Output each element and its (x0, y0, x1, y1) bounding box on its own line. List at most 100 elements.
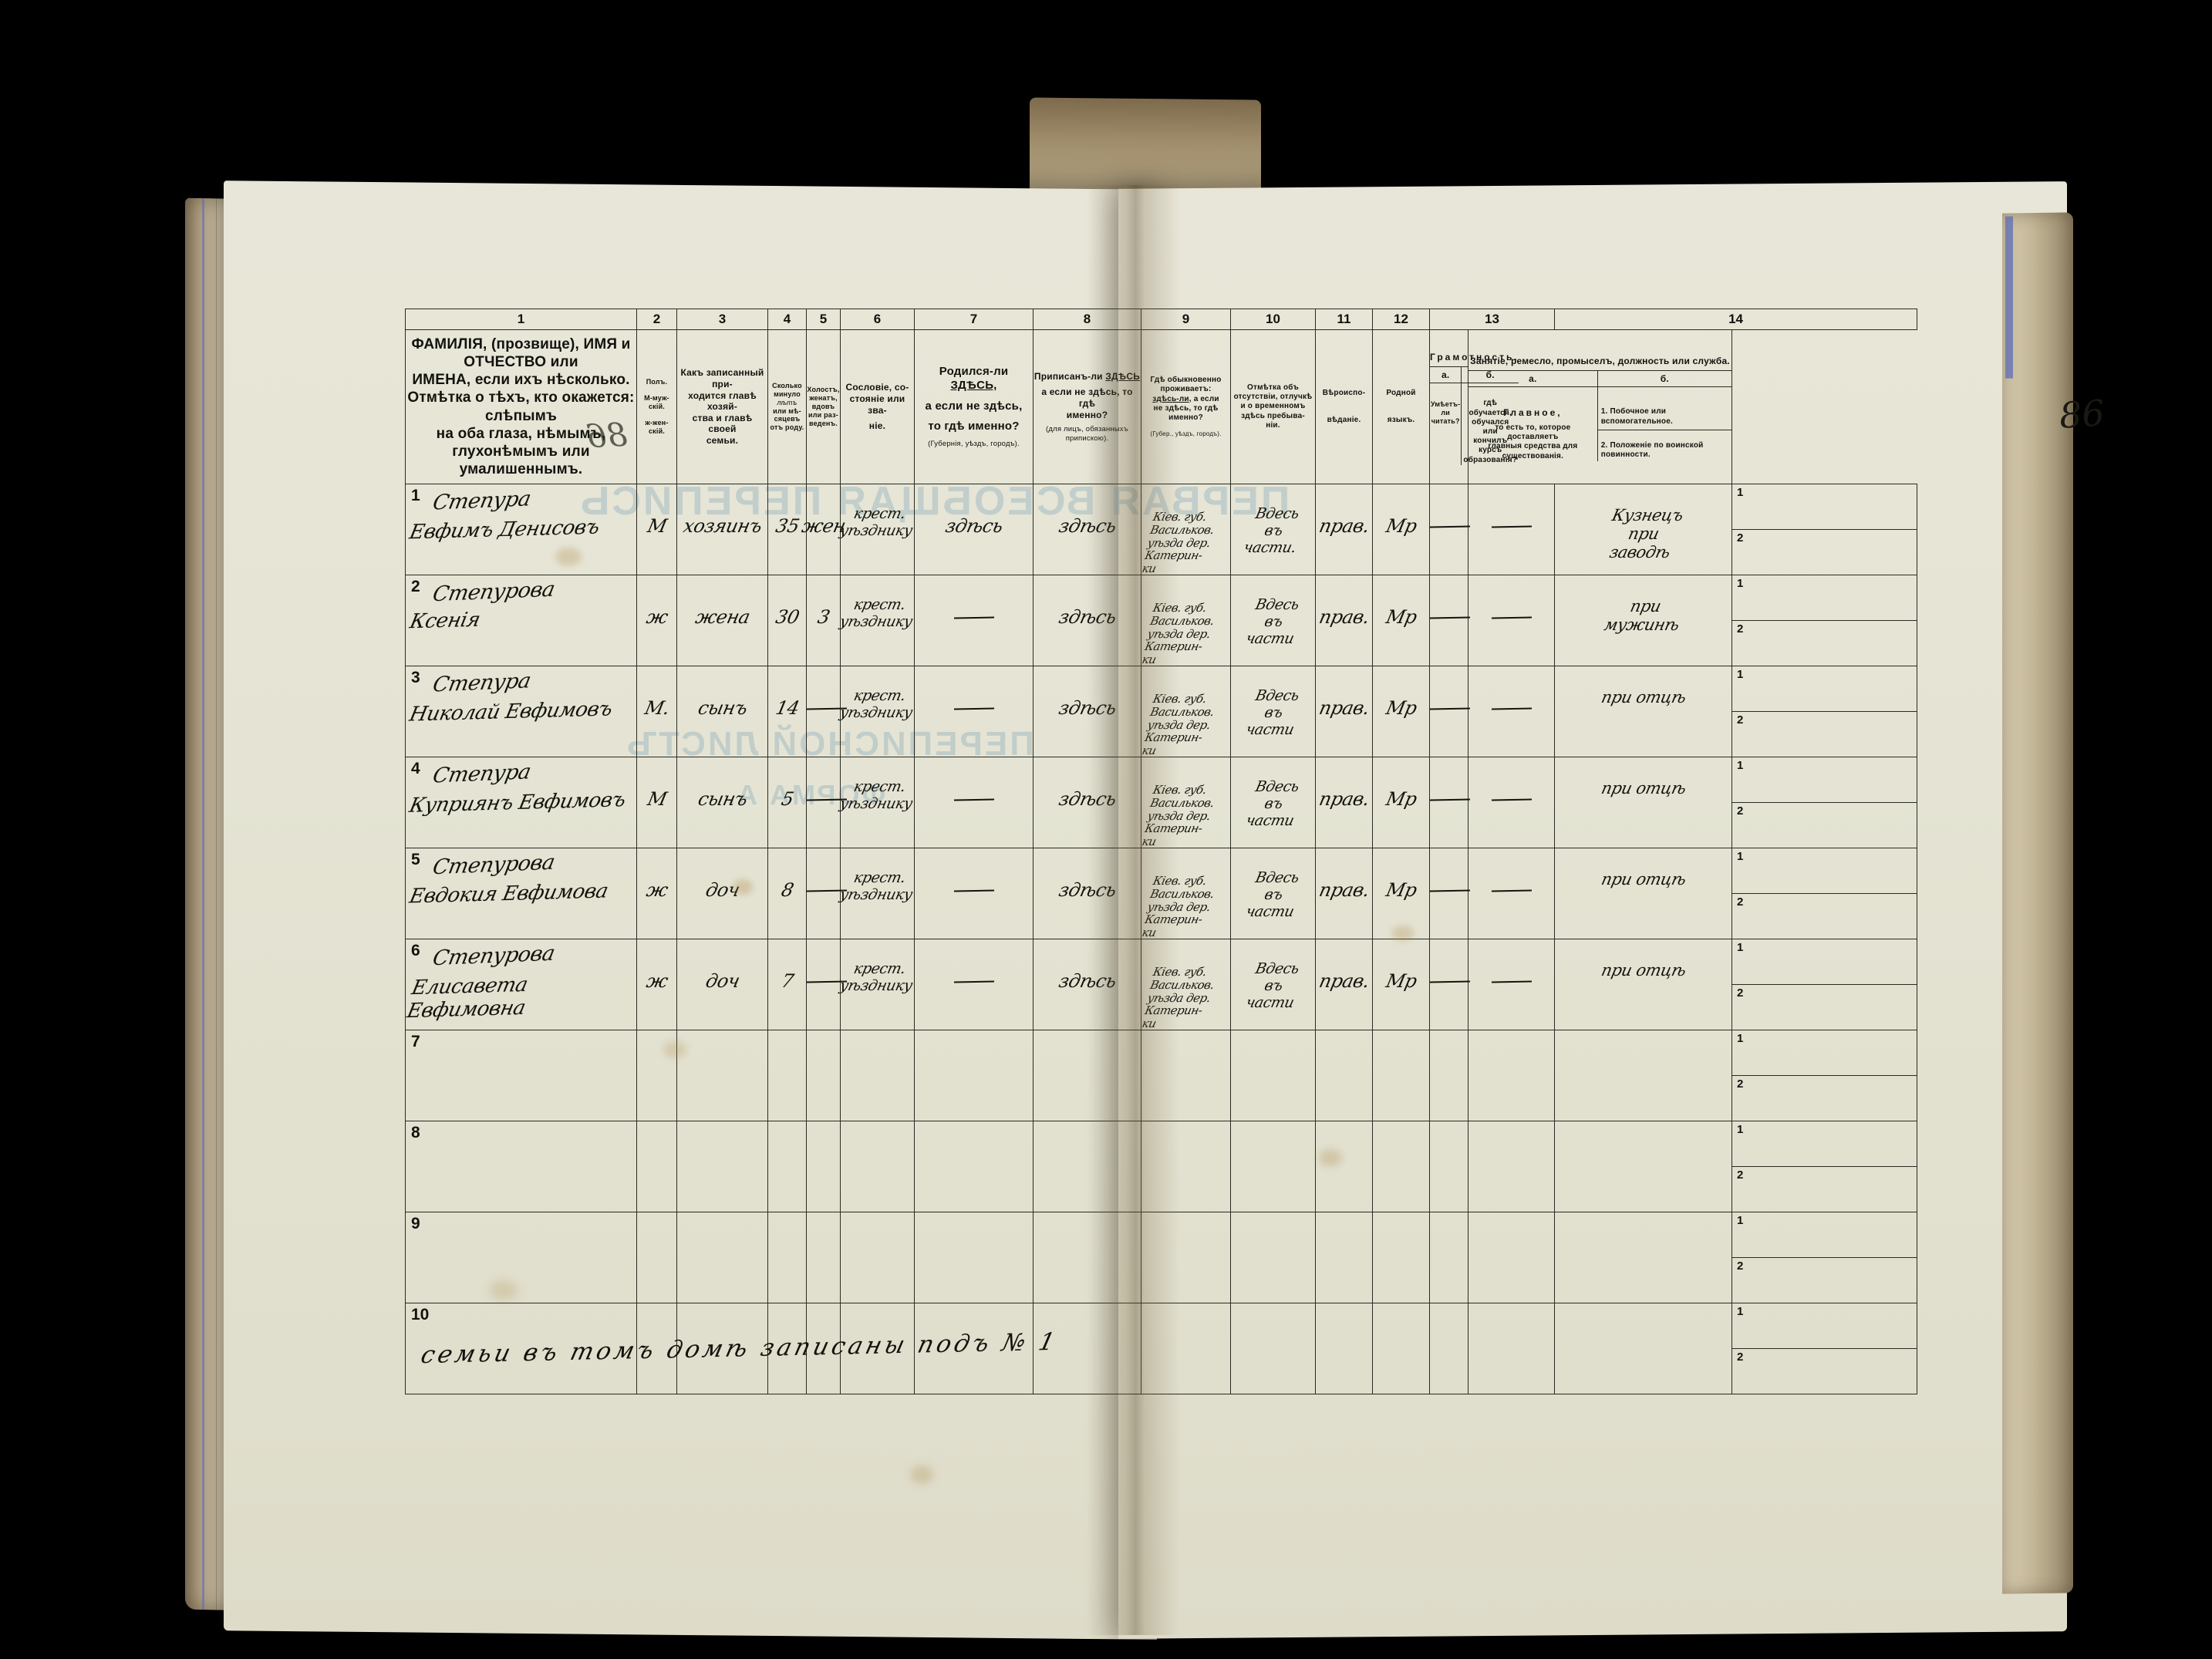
cell-residence[interactable] (1141, 1121, 1231, 1212)
cell-estate[interactable] (840, 1121, 915, 1212)
cell-estate[interactable]: крест. уѣзднику (838, 666, 915, 757)
cell-literacy-b[interactable] (1467, 939, 1556, 1030)
cell-sex[interactable]: ж (636, 848, 677, 939)
cell-relation[interactable]: доч (676, 939, 768, 1030)
cell-born-here[interactable] (914, 666, 1034, 757)
aux-line-1[interactable]: 1 (1732, 757, 1917, 803)
cell-occupation-main[interactable]: при отцѣ (1554, 939, 1733, 1030)
cell-relation[interactable] (676, 1121, 768, 1212)
aux-line-1[interactable]: 1 (1732, 575, 1917, 621)
cell-language[interactable] (1372, 1030, 1430, 1121)
cell-literacy-a[interactable] (1429, 484, 1471, 575)
cell-name[interactable]: 8 (405, 1121, 637, 1212)
cell-language[interactable]: Мр (1372, 666, 1430, 757)
cell-estate[interactable]: крест. уѣзднику (838, 939, 915, 1030)
aux-line-2[interactable]: 2 (1737, 1168, 1744, 1182)
cell-residence[interactable]: Кіев. губ. Васильков. уѣзда дер. Катерин… (1141, 848, 1231, 939)
cell-religion[interactable] (1315, 1212, 1373, 1303)
cell-born-here[interactable] (914, 1030, 1034, 1121)
cell-absence[interactable]: Вдесь въ части. (1230, 484, 1316, 575)
table-row[interactable]: 10 1 2 (405, 1303, 1918, 1394)
table-row[interactable]: 3 Степура Николай Евфимовъ М. сынъ 14 крест. … (405, 666, 1918, 757)
cell-language[interactable]: Мр (1372, 484, 1430, 575)
cell-literacy-b[interactable] (1467, 1121, 1556, 1212)
cell-occupation-main[interactable]: при мужинѣ (1554, 575, 1733, 666)
cell-age[interactable] (767, 1121, 807, 1212)
cell-marital[interactable] (806, 757, 848, 848)
cell-marital[interactable] (806, 1121, 841, 1212)
cell-residence[interactable]: Кіев. губ. Васильков. уѣзда дер. Катерин… (1141, 757, 1231, 848)
cell-age[interactable]: 30 (767, 575, 807, 666)
aux-line-1[interactable]: 1 (1732, 1121, 1917, 1167)
cell-absence[interactable]: Вдесь въ части (1230, 666, 1316, 757)
cell-absence[interactable] (1230, 1121, 1316, 1212)
cell-sex[interactable] (636, 1030, 677, 1121)
cell-name[interactable]: 4 Степура Куприянъ Евфимовъ (405, 757, 637, 848)
cell-literacy-a[interactable] (1429, 848, 1471, 939)
cell-religion[interactable]: прав. (1315, 848, 1373, 939)
cell-sex[interactable]: М (636, 484, 677, 575)
aux-line-2[interactable]: 2 (1737, 1077, 1744, 1091)
cell-religion[interactable] (1315, 1030, 1373, 1121)
cell-sex[interactable]: М (636, 757, 677, 848)
cell-relation[interactable] (676, 1212, 768, 1303)
cell-occupation-main[interactable] (1554, 1212, 1733, 1303)
cell-literacy-b[interactable] (1467, 1212, 1556, 1303)
cell-registered-here[interactable]: здѣсь (1033, 666, 1141, 757)
aux-line-2[interactable]: 2 (1737, 622, 1744, 636)
cell-religion[interactable] (1315, 1121, 1373, 1212)
cell-religion[interactable]: прав. (1315, 666, 1373, 757)
cell-registered-here[interactable] (1033, 1303, 1141, 1394)
cell-religion[interactable]: прав. (1315, 484, 1373, 575)
cell-sex[interactable]: ж (636, 939, 677, 1030)
cell-born-here[interactable]: здѣсь (914, 484, 1034, 575)
cell-born-here[interactable] (914, 1212, 1034, 1303)
cell-occupation-main[interactable] (1554, 1030, 1733, 1121)
cell-born-here[interactable] (914, 1303, 1034, 1394)
cell-marital[interactable] (806, 848, 848, 939)
cell-absence[interactable]: Вдесь въ части (1230, 575, 1316, 666)
cell-marital[interactable] (806, 666, 848, 757)
cell-literacy-a[interactable] (1429, 1121, 1468, 1212)
cell-language[interactable]: Мр (1372, 757, 1430, 848)
cell-marital[interactable]: жен (800, 484, 847, 575)
cell-sex[interactable] (636, 1212, 677, 1303)
cell-age[interactable] (767, 1030, 807, 1121)
cell-name[interactable]: 2 Степурова Ксенія (405, 575, 637, 666)
cell-residence[interactable]: Кіев. губ. Васильков. уѣзда дер. Катерин… (1141, 575, 1231, 666)
cell-language[interactable]: Мр (1372, 575, 1430, 666)
cell-sex[interactable]: ж (636, 575, 677, 666)
cell-occupation-main[interactable] (1554, 1121, 1733, 1212)
cell-language[interactable]: Мр (1372, 939, 1430, 1030)
cell-literacy-b[interactable] (1467, 575, 1556, 666)
cell-absence[interactable]: Вдесь въ части (1230, 939, 1316, 1030)
cell-relation[interactable]: хозяинъ (676, 484, 768, 575)
cell-occupation-main[interactable]: Кузнецъ при заводѣ (1554, 484, 1733, 575)
aux-line-2[interactable]: 2 (1737, 713, 1744, 727)
cell-residence[interactable] (1141, 1303, 1231, 1394)
cell-age[interactable] (767, 1212, 807, 1303)
cell-age[interactable]: 7 (767, 939, 807, 1030)
cell-residence[interactable]: Кіев. губ. Васильков. уѣзда дер. Катерин… (1141, 666, 1231, 757)
cell-born-here[interactable] (914, 848, 1034, 939)
cell-born-here[interactable] (914, 939, 1034, 1030)
cell-literacy-b[interactable] (1467, 848, 1556, 939)
cell-registered-here[interactable]: здѣсь (1033, 939, 1141, 1030)
cell-religion[interactable]: прав. (1315, 939, 1373, 1030)
cell-name[interactable]: 1 Степура Евфимъ Денисовъ (405, 484, 637, 575)
cell-sex[interactable] (636, 1303, 677, 1394)
cell-age[interactable]: 35 (767, 484, 807, 575)
cell-name[interactable]: 5 Степурова Евдокия Евфимова (405, 848, 637, 939)
aux-line-2[interactable]: 2 (1737, 986, 1744, 1000)
aux-line-2[interactable]: 2 (1737, 531, 1744, 545)
cell-name[interactable]: 6 Степурова Елисавета Евфимовна (405, 939, 637, 1030)
cell-marital[interactable]: 3 (806, 575, 841, 666)
cell-religion[interactable]: прав. (1315, 757, 1373, 848)
cell-absence[interactable] (1230, 1212, 1316, 1303)
